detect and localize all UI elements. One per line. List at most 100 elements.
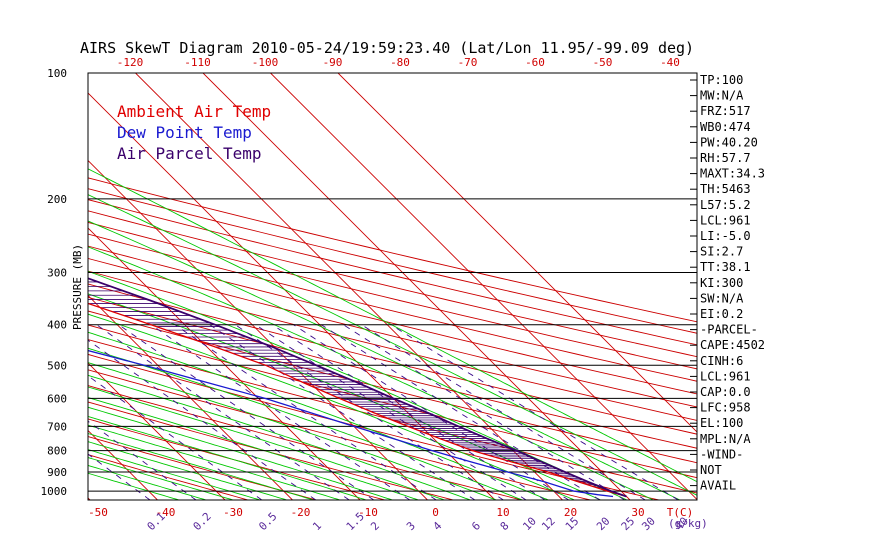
dry-adiabat-line bbox=[88, 296, 697, 449]
moist-adiabat-line bbox=[88, 472, 180, 500]
dry-adiabat-line bbox=[88, 310, 697, 464]
mixing-ratio-label: 0.5 bbox=[256, 510, 279, 533]
top-temp-tick-label: -110 bbox=[184, 56, 211, 69]
mixing-ratio-label: 4 bbox=[431, 519, 445, 533]
stability-index-item: NOT bbox=[700, 463, 722, 477]
series-layer bbox=[88, 277, 627, 498]
moist-adiabat-line bbox=[88, 194, 697, 496]
moist-adiabat-line bbox=[88, 457, 234, 500]
stability-index-item: CAPE:4502 bbox=[700, 338, 765, 352]
bottom-temp-tick-label: 30 bbox=[631, 506, 644, 519]
mixing-ratio-label: 1 bbox=[310, 519, 324, 533]
stability-index-item: LFC:958 bbox=[700, 401, 751, 415]
mixing-ratio-line bbox=[174, 324, 437, 500]
bottom-temp-tick-label: -20 bbox=[291, 506, 311, 519]
dry-adiabat-line bbox=[88, 245, 697, 395]
mixing-ratio-line bbox=[88, 339, 317, 500]
legend-entry: Dew Point Temp bbox=[117, 123, 252, 142]
stability-index-item: MPL:N/A bbox=[700, 432, 751, 446]
moist-adiabat-line bbox=[88, 464, 207, 500]
dew-point-line bbox=[88, 349, 614, 498]
moist-adiabat-line bbox=[88, 386, 445, 500]
stability-index-item: AVAIL bbox=[700, 479, 736, 493]
dry-adiabat-line bbox=[88, 339, 697, 494]
dry-adiabat-line bbox=[88, 369, 591, 500]
mixing-ratio-line bbox=[88, 453, 151, 500]
stability-index-item: EL:100 bbox=[700, 416, 743, 430]
mixing-ratio-line bbox=[150, 324, 411, 500]
bottom-temp-tick-label: -30 bbox=[223, 506, 243, 519]
isotherm-line bbox=[88, 159, 428, 500]
mixing-ratio-line bbox=[361, 324, 646, 500]
top-temp-tick-label: -60 bbox=[525, 56, 545, 69]
dry-adiabat-line bbox=[88, 324, 697, 479]
moist-adiabat-line bbox=[88, 331, 549, 500]
stability-index-item: TH:5463 bbox=[700, 182, 751, 196]
pressure-tick-label: 100 bbox=[47, 67, 67, 80]
dry-adiabat-line bbox=[88, 177, 697, 323]
mixing-ratio-label: 0.2 bbox=[191, 510, 214, 533]
dry-adiabat-line bbox=[88, 210, 697, 358]
moist-adiabat-line bbox=[88, 415, 367, 500]
isotherm-line bbox=[88, 362, 226, 500]
mixing-ratio-line bbox=[343, 324, 625, 500]
ambient-temp-line bbox=[88, 302, 627, 498]
moist-adiabat-line bbox=[88, 362, 497, 500]
pressure-tick-label: 500 bbox=[47, 359, 67, 372]
pressure-tick-label: 200 bbox=[47, 193, 67, 206]
stability-index-item: MAXT:34.3 bbox=[700, 167, 765, 181]
mixing-ratio-line bbox=[118, 324, 375, 500]
stability-index-item: SW:N/A bbox=[700, 291, 744, 305]
grid-layer bbox=[0, 73, 697, 500]
moist-adiabat-line bbox=[88, 397, 419, 500]
dry-adiabat-line bbox=[88, 385, 523, 500]
isotherm-line bbox=[337, 73, 697, 433]
isotherm-line bbox=[202, 73, 631, 500]
moist-adiabat-line bbox=[88, 347, 523, 500]
dry-adiabat-line bbox=[88, 270, 697, 421]
stability-index-item: WB0:474 bbox=[700, 120, 751, 134]
pressure-tick-label: 600 bbox=[47, 392, 67, 405]
mixing-ratio-unit-label: (g/kg) bbox=[668, 517, 708, 530]
mixing-ratio-line bbox=[293, 324, 569, 500]
stability-index-item: TP:100 bbox=[700, 73, 743, 87]
moist-adiabat-line bbox=[88, 293, 601, 500]
stability-index-item: CINH:6 bbox=[700, 354, 743, 368]
stability-index-item: -PARCEL- bbox=[700, 323, 758, 337]
moist-adiabat-line bbox=[88, 449, 261, 500]
isotherm-line bbox=[88, 92, 496, 500]
pressure-tick-label: 700 bbox=[47, 420, 67, 433]
pressure-tick-label: 800 bbox=[47, 445, 67, 458]
stability-index-item: -WIND- bbox=[700, 447, 743, 461]
mixing-ratio-line bbox=[209, 324, 476, 500]
bottom-temp-tick-label: 10 bbox=[496, 506, 509, 519]
top-temp-tick-label: -100 bbox=[252, 56, 279, 69]
moist-adiabat-line bbox=[88, 220, 681, 500]
isotherm-line bbox=[270, 73, 697, 500]
stability-index-item: CAP:0.0 bbox=[700, 385, 751, 399]
plot-frame bbox=[87, 72, 698, 501]
stability-index-item: L57:5.2 bbox=[700, 198, 751, 212]
moist-adiabat-line bbox=[88, 168, 697, 483]
dry-adiabat-line bbox=[88, 436, 317, 500]
top-temp-tick-label: -120 bbox=[117, 56, 144, 69]
stability-index-item: FRZ:517 bbox=[700, 104, 751, 118]
dry-adiabat-line bbox=[88, 257, 697, 408]
legend-entry: Air Parcel Temp bbox=[117, 144, 262, 163]
isotherm-line bbox=[88, 294, 293, 500]
pressure-tick-label: 300 bbox=[47, 267, 67, 280]
stability-index-item: LI:-5.0 bbox=[700, 229, 751, 243]
moist-adiabat-line bbox=[88, 406, 393, 500]
mixing-ratio-label: 12 bbox=[539, 515, 558, 534]
mixing-ratio-label: 3 bbox=[404, 519, 418, 533]
mixing-ratio-label: 10 bbox=[520, 515, 539, 534]
chart-title: AIRS SkewT Diagram 2010-05-24/19:59:23.4… bbox=[80, 39, 694, 57]
dry-adiabat-line bbox=[88, 283, 697, 435]
dry-adiabat-line bbox=[88, 233, 697, 382]
moist-adiabat-line bbox=[88, 313, 575, 500]
y-axis-label: PRESSURE (MB) bbox=[71, 244, 84, 330]
isotherm-line bbox=[0, 73, 23, 500]
bottom-temp-tick-label: 0 bbox=[432, 506, 439, 519]
